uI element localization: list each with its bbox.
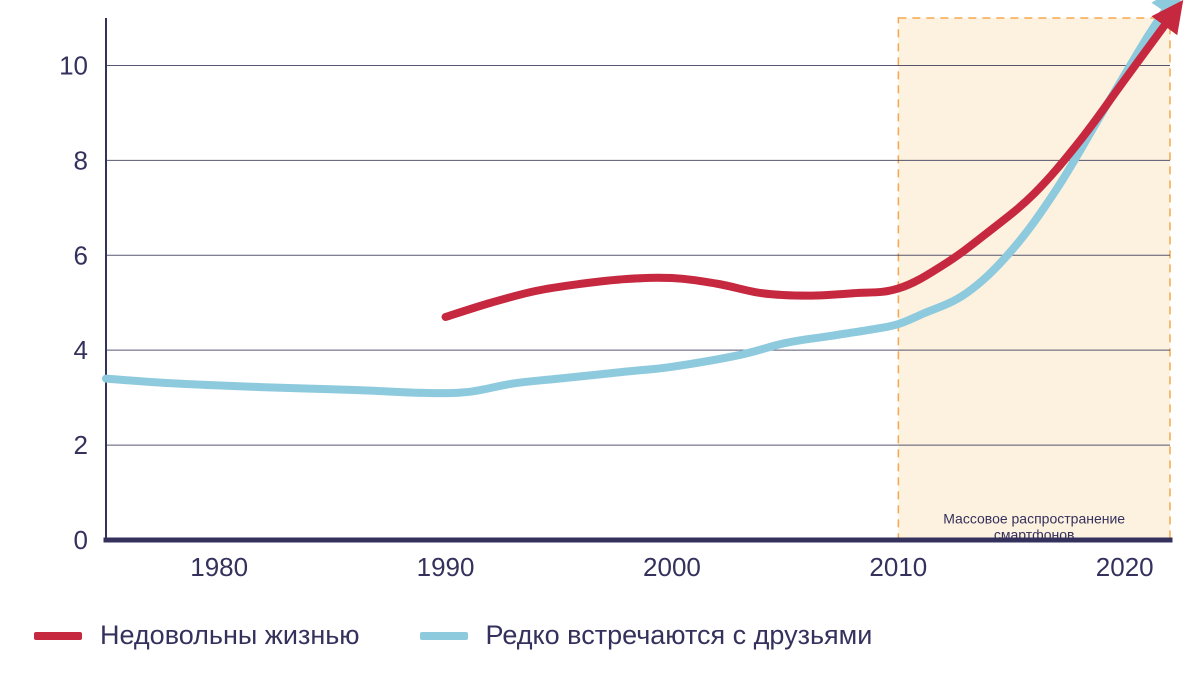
svg-text:2020: 2020 (1096, 552, 1154, 582)
svg-text:4: 4 (74, 335, 88, 365)
line-chart: 024681019801990200020102020Массовое расп… (0, 0, 1200, 675)
svg-text:6: 6 (74, 240, 88, 270)
chart-container: 024681019801990200020102020Массовое расп… (0, 0, 1200, 675)
svg-text:1990: 1990 (417, 552, 475, 582)
svg-text:1980: 1980 (190, 552, 248, 582)
legend-item-unhappy: Недовольны жизнью (34, 620, 360, 651)
legend-label-unhappy: Недовольны жизнью (100, 620, 360, 651)
svg-text:0: 0 (74, 525, 88, 555)
legend-label-friends: Редко встречаются с друзьями (486, 620, 873, 651)
legend-swatch-friends (420, 632, 468, 640)
svg-text:2010: 2010 (869, 552, 927, 582)
svg-text:2000: 2000 (643, 552, 701, 582)
svg-text:8: 8 (74, 145, 88, 175)
legend-item-friends: Редко встречаются с друзьями (420, 620, 873, 651)
legend-swatch-unhappy (34, 632, 82, 640)
svg-text:2: 2 (74, 430, 88, 460)
legend: Недовольны жизнью Редко встречаются с др… (0, 620, 1200, 651)
svg-text:10: 10 (59, 50, 88, 80)
